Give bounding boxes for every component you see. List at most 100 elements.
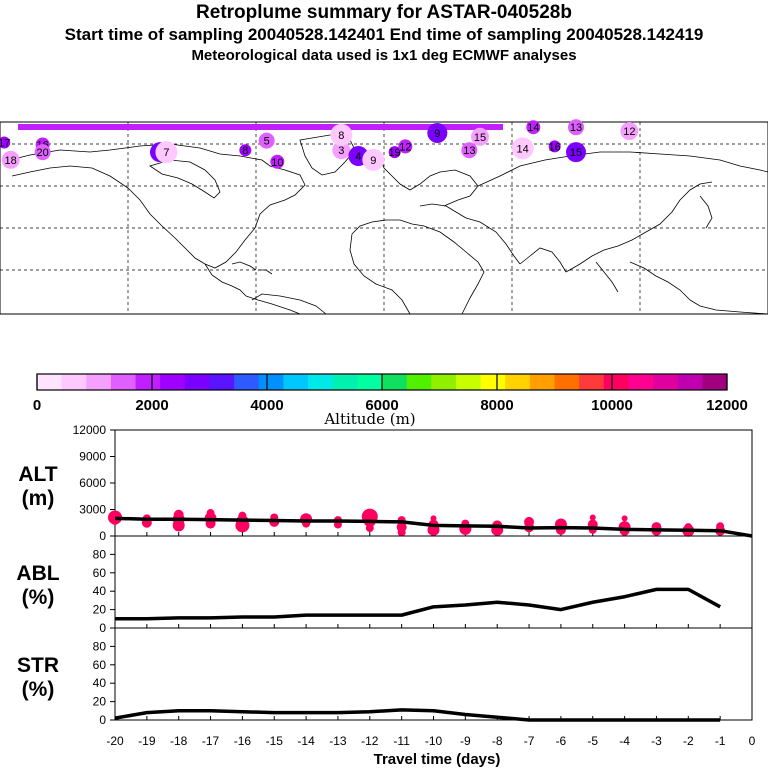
series-line-alt [114, 516, 753, 538]
x-tick-label: -5 [587, 734, 598, 748]
altitude-point [621, 515, 628, 522]
colorbar-cell [37, 374, 63, 390]
colorbar-tick-label: 8000 [480, 397, 513, 414]
y-axis-label: ALT [18, 463, 57, 486]
plume-marker [566, 142, 586, 163]
plume-marker [1, 150, 20, 169]
altitude-point [589, 514, 596, 521]
plume-label: 3 [338, 145, 344, 157]
plume-marker [568, 119, 584, 136]
sampling-times: Start time of sampling 20040528.142401 E… [64, 25, 704, 44]
panel-str: 80 60 40 20 0 STR(%) [17, 627, 753, 727]
x-tick-label: -13 [329, 734, 347, 748]
colorbar-cell [258, 374, 284, 390]
y-tick-label: 9000 [79, 450, 106, 464]
plume-band [18, 124, 503, 130]
colorbar-tick-label: 12000 [706, 397, 748, 414]
plume-marker [398, 139, 413, 154]
plume-label: 15 [570, 147, 582, 159]
x-tick-label: -9 [460, 734, 471, 748]
y-tick-label: 12000 [73, 423, 107, 437]
plume-marker [620, 122, 639, 141]
y-tick-label: 20 [93, 695, 107, 709]
colorbar-cell [431, 374, 457, 390]
colorbar-cell [505, 374, 531, 390]
x-tick-label: -7 [524, 734, 535, 748]
x-tick-label: -1 [715, 734, 726, 748]
altitude-point [397, 528, 406, 537]
colorbar-cell [160, 374, 186, 390]
colorbar-tick-label: 2000 [135, 397, 168, 414]
y-tick-label: 0 [99, 713, 106, 727]
map-graticule [0, 122, 768, 314]
colorbar-cell [603, 374, 629, 390]
x-tick-label: -8 [492, 734, 503, 748]
y-axis-unit: (m) [22, 487, 55, 510]
time-series-panels: 120009000600030000ALT(m)806040200ABL(%)8… [16, 423, 753, 727]
colorbar-cell [628, 374, 654, 390]
plume-marker [427, 122, 448, 143]
x-tick-label: -6 [556, 734, 567, 748]
plume-label: 13 [463, 145, 475, 157]
colorbar-tick-label: 4000 [250, 397, 283, 414]
colorbar-cell [702, 374, 728, 390]
plume-label: 13 [570, 122, 582, 134]
panel-frame [114, 627, 753, 721]
plume-marker [239, 144, 252, 157]
series-line-abl [115, 587, 721, 621]
plume-label: 14 [517, 143, 529, 155]
plume-marker [258, 132, 275, 149]
altitude-point [365, 524, 374, 533]
x-tick-label: -15 [266, 734, 284, 748]
colorbar-cell [382, 374, 408, 390]
plume-marker [155, 141, 178, 164]
colorbar-cell [357, 374, 383, 390]
y-tick-label: 20 [93, 603, 107, 617]
y-tick-label: 40 [93, 676, 107, 690]
y-tick-label: 0 [99, 621, 106, 635]
colorbar-tick-label: 10000 [591, 397, 633, 414]
y-tick-label: 60 [93, 658, 107, 672]
x-tick-label: -4 [619, 734, 630, 748]
colorbar-cell [61, 374, 87, 390]
plume-marker [0, 136, 11, 149]
colorbar-cell [455, 374, 482, 390]
colorbar-cell [308, 374, 334, 390]
colorbar-cell [184, 374, 210, 390]
colorbar-tick-label: 6000 [365, 397, 398, 414]
plume-markers: 171620186781053491912131591416141312158 [0, 119, 639, 171]
plume-label: 20 [37, 147, 49, 159]
plume-label: 17 [0, 138, 10, 150]
altitude-point [172, 519, 185, 532]
colorbar-cell [209, 374, 235, 390]
chart-title: Retroplume summary for ASTAR-040528b [196, 2, 572, 23]
plume-label: 5 [264, 136, 270, 148]
x-tick-label: -2 [683, 734, 694, 748]
plume-label: 16 [549, 141, 561, 153]
plume-marker [461, 142, 478, 159]
x-tick-label: -12 [361, 734, 379, 748]
colorbar-cell [529, 374, 555, 390]
plume-label: 15 [474, 132, 486, 144]
plume-label: 4 [355, 151, 361, 163]
x-tick-label: -18 [170, 734, 188, 748]
plume-label: 19 [389, 147, 401, 159]
plume-label: 14 [527, 122, 539, 134]
panel-alt: 12000 9000 6000 3000 0 ALT(m) [18, 423, 753, 543]
colorbar-cell [332, 374, 358, 390]
colorbar-cell [234, 374, 260, 390]
y-tick-label: 40 [93, 584, 107, 598]
x-axis: -20 -19 -18 -17 -16 -15 -14 -13 -12 -11 -10 -9 -8 -7-… [106, 734, 755, 748]
y-tick-label: 60 [93, 566, 107, 580]
altitude-colorbar: 0 2000 4000 6000 8000 10000 12000 Altitude (m) [33, 373, 748, 428]
colorbar-cell [110, 374, 137, 390]
colorbar-cell [554, 374, 580, 390]
plume-label: 9 [370, 155, 376, 167]
colorbar-cell [406, 374, 432, 390]
plume-marker [471, 127, 489, 146]
plume-marker [34, 144, 51, 161]
plume-marker [362, 148, 385, 171]
plume-label: 18 [5, 155, 17, 167]
plume-marker [548, 140, 561, 153]
